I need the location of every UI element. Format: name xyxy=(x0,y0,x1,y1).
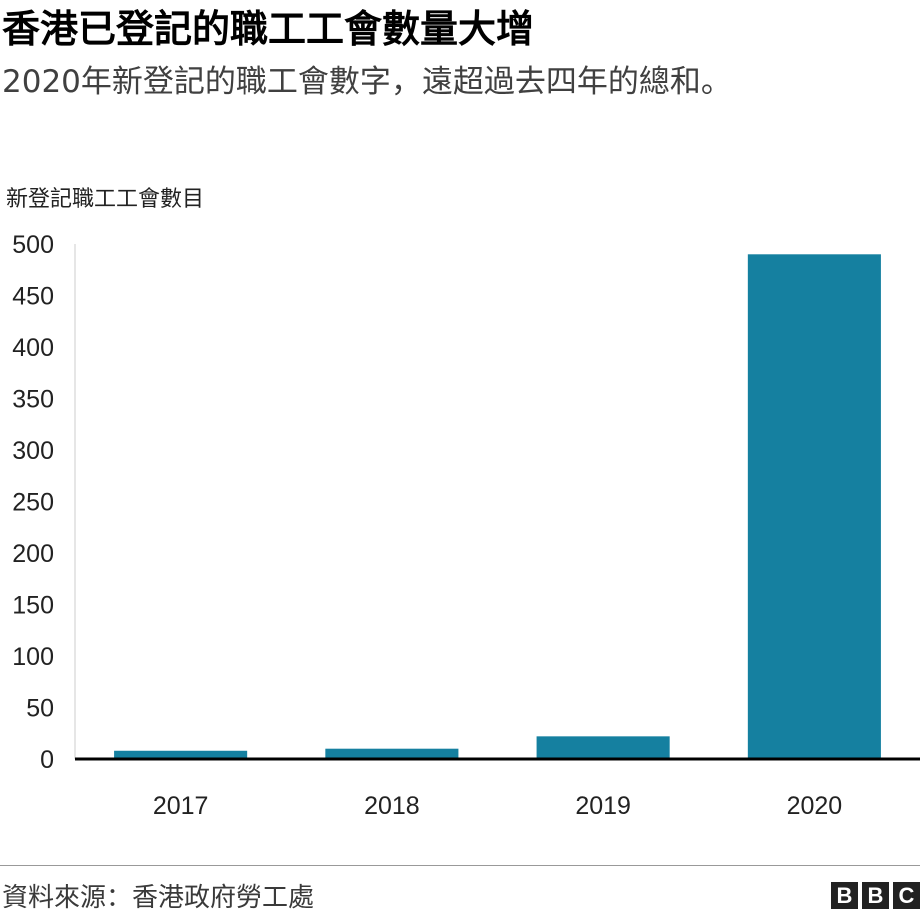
x-tick-label: 2017 xyxy=(153,792,209,820)
y-tick-label: 350 xyxy=(12,386,54,414)
y-tick-label: 300 xyxy=(12,437,54,465)
bbc-logo-letter: B xyxy=(862,882,889,909)
y-tick-label: 100 xyxy=(12,643,54,671)
bar-chart: 新登記職工工會數目 0 50 100 150 200 250 300 350 400 450 500… xyxy=(6,187,920,820)
chart-subtitle: 2020年新登記的職工會數字，遠超過去四年的總和。 xyxy=(2,64,732,100)
bar-2020 xyxy=(747,254,881,760)
source-note: 資料來源：香港政府勞工處 xyxy=(2,883,315,913)
y-tick-label: 400 xyxy=(12,334,54,362)
y-axis-label: 新登記職工工會數目 xyxy=(6,187,204,212)
x-tick-label: 2020 xyxy=(787,792,843,820)
x-tick-label: 2018 xyxy=(364,792,420,820)
y-tick-label: 0 xyxy=(40,746,54,774)
bbc-logo-letter: C xyxy=(893,882,920,909)
bar-2019 xyxy=(536,736,670,759)
y-tick-label: 50 xyxy=(26,695,54,723)
y-tick-label: 200 xyxy=(12,540,54,568)
y-tick-label: 500 xyxy=(12,231,54,259)
chart-title: 香港已登記的職工工會數量大增 xyxy=(2,7,535,51)
bbc-logo: B B C xyxy=(831,882,920,909)
x-tick-labels: 2017 2018 2019 2020 xyxy=(153,792,842,820)
bars xyxy=(114,254,881,760)
footer-divider xyxy=(0,865,920,866)
y-tick-label: 150 xyxy=(12,592,54,620)
y-tick-label: 250 xyxy=(12,489,54,517)
bar-2018 xyxy=(325,748,459,759)
y-tick-labels: 0 50 100 150 200 250 300 350 400 450 500 xyxy=(12,231,54,774)
bbc-logo-letter: B xyxy=(831,882,858,909)
bar-2017 xyxy=(114,750,248,759)
x-tick-label: 2019 xyxy=(575,792,631,820)
y-tick-label: 450 xyxy=(12,283,54,311)
